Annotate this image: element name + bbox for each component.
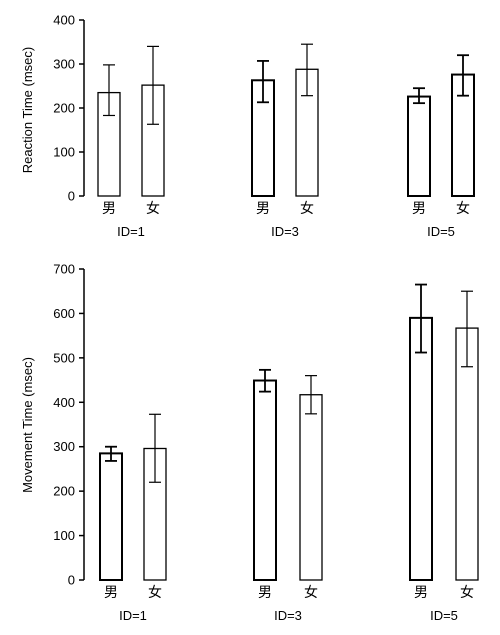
movement-time-panel: 0 100 200 300 400 500 600 700 Movement Time (mse… <box>20 262 479 623</box>
bar <box>409 316 433 581</box>
category-label: 女 <box>146 200 160 216</box>
bar <box>407 95 431 197</box>
y-tick-label: 200 <box>53 484 75 499</box>
category-label: 女 <box>148 584 162 600</box>
group-label: ID=1 <box>117 224 145 239</box>
y-tick-label: 700 <box>53 262 75 277</box>
group-label: ID=3 <box>274 608 302 623</box>
category-label: 女 <box>456 200 470 216</box>
y-tick-label: 300 <box>53 57 75 72</box>
y-tick-label: 500 <box>53 350 75 365</box>
category-label: 男 <box>102 200 116 216</box>
group-label: ID=1 <box>119 608 147 623</box>
y-tick-label: 0 <box>68 573 75 588</box>
y-tick-label: 100 <box>53 145 75 160</box>
group-label: ID=5 <box>430 608 458 623</box>
bar <box>299 394 323 581</box>
y-tick-label: 600 <box>53 306 75 321</box>
y-tick-label: 200 <box>53 101 75 116</box>
category-label: 男 <box>104 584 118 600</box>
bar <box>99 452 123 581</box>
category-label: 男 <box>258 584 272 600</box>
category-label: 男 <box>256 200 270 216</box>
y-tick-label: 400 <box>53 395 75 410</box>
y-axis-title: Movement Time (msec) <box>20 357 35 493</box>
y-axis-title: Reaction Time (msec) <box>20 47 35 173</box>
category-label: 女 <box>300 200 314 216</box>
group-label: ID=5 <box>427 224 455 239</box>
y-tick-label: 100 <box>53 528 75 543</box>
y-tick-label: 0 <box>68 189 75 204</box>
group-label: ID=3 <box>271 224 299 239</box>
category-label: 女 <box>460 584 474 600</box>
category-label: 男 <box>414 584 428 600</box>
y-tick-label: 400 <box>53 13 75 28</box>
category-label: 女 <box>304 584 318 600</box>
y-tick-label: 300 <box>53 439 75 454</box>
bar <box>253 379 277 581</box>
category-label: 男 <box>412 200 426 216</box>
